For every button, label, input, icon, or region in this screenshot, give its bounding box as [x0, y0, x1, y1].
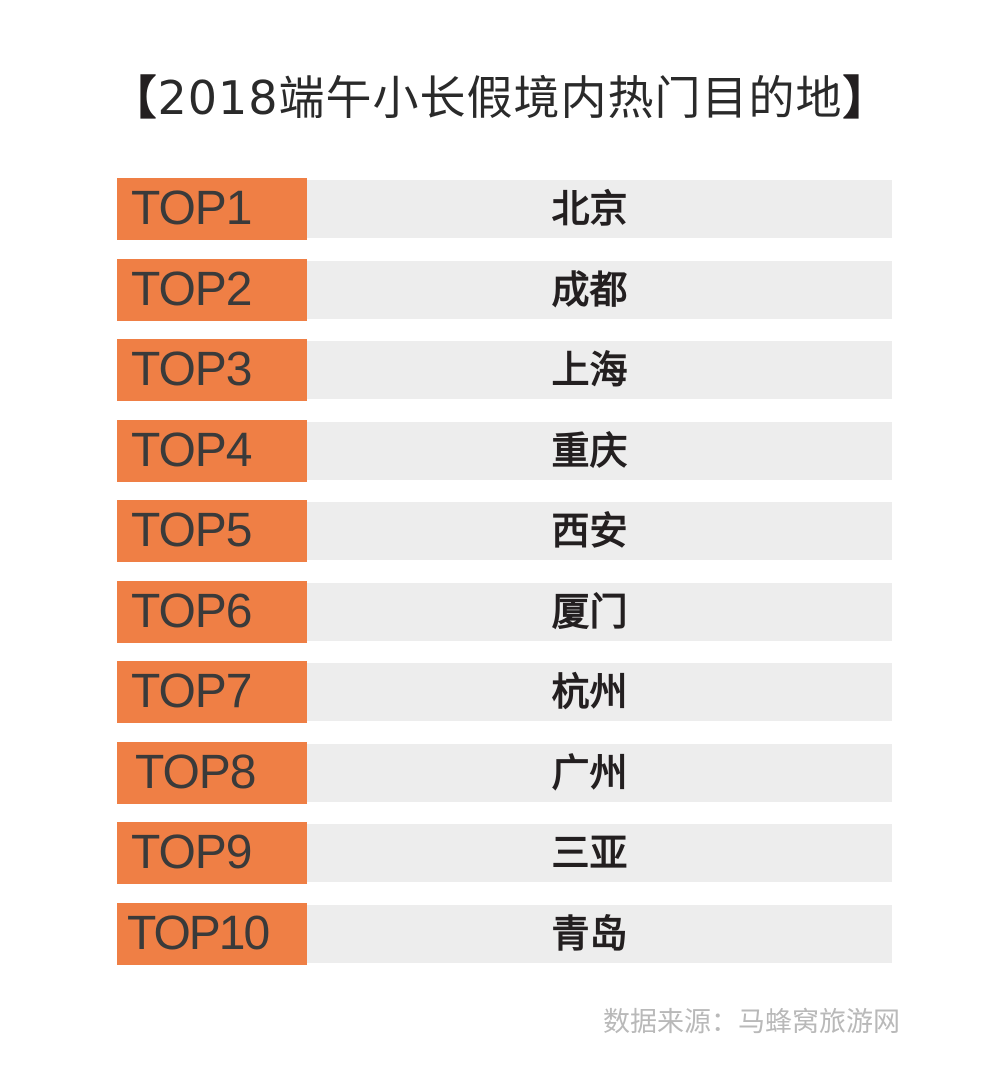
city-name: 杭州 — [551, 670, 628, 714]
rank-label: TOP5 — [131, 504, 252, 557]
rank-label: TOP1 — [131, 182, 252, 235]
rank-badge: TOP9 — [117, 822, 307, 884]
ranking-row: TOP1 北京 — [117, 178, 892, 240]
rank-label: TOP3 — [131, 343, 252, 396]
ranking-row: TOP3 上海 — [117, 339, 892, 401]
city-name: 三亚 — [551, 831, 628, 875]
ranking-row: TOP8 广州 — [117, 741, 892, 804]
rank-label: TOP8 — [135, 745, 256, 799]
row-bar — [307, 180, 892, 238]
row-bar — [307, 421, 892, 480]
city-name: 西安 — [551, 509, 628, 553]
title-text: 2018端午小长假境内热门目的地 — [157, 71, 843, 125]
ranking-row: TOP6 厦门 — [117, 580, 892, 643]
title-open-bracket: 【 — [110, 71, 158, 125]
city-name: 广州 — [551, 750, 628, 795]
row-bar — [307, 502, 892, 560]
row-bar — [307, 743, 892, 802]
rank-badge: TOP2 — [117, 258, 307, 321]
rank-label: TOP2 — [131, 262, 252, 316]
ranking-row: TOP2 成都 — [117, 258, 892, 321]
ranking-row: TOP7 杭州 — [117, 661, 892, 723]
rank-label: TOP10 — [127, 906, 270, 960]
city-name: 重庆 — [551, 428, 628, 473]
ranking-row: TOP5 西安 — [117, 500, 892, 562]
rank-label: TOP4 — [131, 423, 252, 477]
ranking-list: TOP1 北京 TOP2 成都 TOP3 上海 TOP4 重庆 TOP5 西安 … — [117, 178, 892, 983]
ranking-row: TOP10 青岛 — [117, 902, 892, 965]
row-bar — [307, 904, 892, 963]
rank-badge: TOP1 — [117, 178, 307, 240]
rank-label: TOP6 — [131, 584, 252, 638]
row-bar — [307, 582, 892, 641]
row-bar — [307, 341, 892, 399]
ranking-row: TOP9 三亚 — [117, 822, 892, 884]
city-name: 青岛 — [551, 911, 628, 956]
rank-badge: TOP6 — [117, 580, 307, 643]
page-title: 【2018端午小长假境内热门目的地】 — [0, 62, 1000, 128]
rank-label: TOP7 — [131, 665, 252, 718]
rank-badge: TOP10 — [117, 902, 307, 965]
rank-badge: TOP7 — [117, 661, 307, 723]
rank-badge: TOP5 — [117, 500, 307, 562]
rank-badge: TOP4 — [117, 419, 307, 482]
city-name: 北京 — [551, 187, 628, 231]
ranking-row: TOP4 重庆 — [117, 419, 892, 482]
rank-badge: TOP8 — [117, 741, 307, 804]
data-source-note: 数据来源：马蜂窝旅游网 — [603, 1007, 900, 1038]
row-bar — [307, 260, 892, 319]
row-bar — [307, 824, 892, 882]
city-name: 上海 — [551, 348, 628, 392]
city-name: 厦门 — [551, 589, 628, 634]
row-bar — [307, 663, 892, 721]
rank-label: TOP9 — [131, 826, 252, 879]
rank-badge: TOP3 — [117, 339, 307, 401]
title-close-bracket: 】 — [842, 71, 890, 125]
city-name: 成都 — [551, 267, 628, 312]
